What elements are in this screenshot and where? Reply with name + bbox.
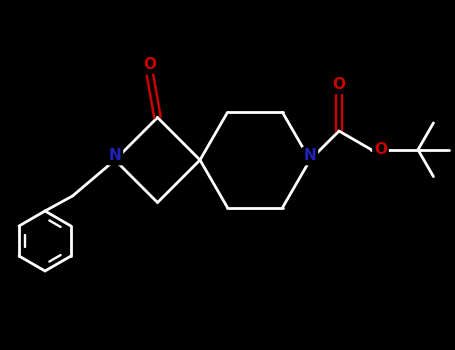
Text: N: N (109, 148, 121, 163)
Text: N: N (303, 148, 316, 163)
Text: O: O (374, 142, 387, 157)
Text: O: O (143, 56, 157, 71)
Text: O: O (333, 77, 345, 91)
